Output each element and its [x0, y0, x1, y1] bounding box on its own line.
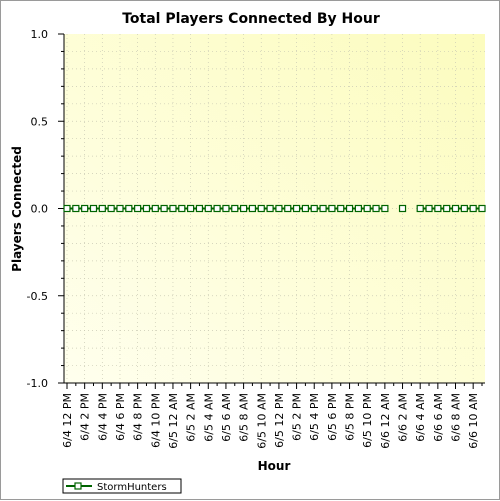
data-point-marker — [337, 204, 345, 213]
data-point-marker — [266, 204, 274, 213]
x-tick-label: 6/6 2 AM — [397, 393, 410, 442]
x-tick-label: 6/5 10 PM — [361, 393, 374, 448]
x-tick-label: 6/5 6 PM — [326, 393, 339, 441]
x-tick-label: 6/6 4 AM — [414, 393, 427, 442]
x-tick-label: 6/6 8 AM — [450, 393, 463, 442]
data-point-marker — [319, 204, 327, 213]
data-point-marker — [292, 204, 301, 213]
data-point-marker — [195, 204, 204, 213]
data-point-marker — [222, 204, 230, 213]
y-tick-label: -0.5 — [27, 290, 48, 303]
data-point-marker — [178, 204, 186, 213]
y-axis-title: Players Connected — [10, 146, 24, 272]
x-tick-label: 6/4 2 PM — [79, 393, 92, 441]
x-tick-label: 6/6 10 AM — [467, 393, 480, 449]
data-point-marker — [381, 204, 389, 213]
x-tick-label: 6/5 4 PM — [308, 393, 321, 441]
chart-title: Total Players Connected By Hour — [122, 11, 380, 27]
data-point-marker — [354, 204, 362, 213]
data-point-marker — [328, 204, 336, 213]
data-point-marker — [107, 204, 115, 213]
data-point-marker — [363, 204, 371, 213]
x-tick-label: 6/4 8 PM — [132, 393, 145, 441]
x-axis-title: Hour — [258, 459, 291, 473]
data-point-marker — [416, 204, 424, 213]
data-point-marker — [134, 204, 142, 213]
data-point-marker — [231, 204, 239, 213]
x-tick-label: 6/5 12 PM — [273, 393, 286, 448]
x-tick-label: 6/4 10 PM — [149, 393, 162, 448]
x-tick-label: 6/5 2 PM — [291, 393, 304, 441]
x-tick-label: 6/5 2 AM — [185, 393, 198, 442]
data-point-marker — [213, 204, 221, 213]
data-point-marker — [63, 204, 71, 213]
x-tick-label: 6/6 12 AM — [379, 393, 392, 449]
y-tick-label: 0.5 — [31, 115, 49, 128]
data-point-marker — [204, 204, 212, 213]
data-point-marker — [425, 204, 433, 213]
x-tick-label: 6/4 12 PM — [61, 393, 74, 448]
y-tick-label: -1.0 — [27, 377, 48, 390]
data-point-marker — [398, 204, 407, 213]
data-point-marker — [239, 204, 248, 213]
data-point-marker — [98, 204, 106, 213]
data-point-marker — [187, 204, 195, 213]
data-point-marker — [81, 204, 89, 213]
data-point-marker — [72, 204, 80, 213]
x-tick-label: 6/5 4 AM — [202, 393, 215, 442]
y-tick-label: 1.0 — [31, 28, 49, 41]
x-tick-label: 6/5 12 AM — [167, 393, 180, 449]
data-point-marker — [169, 204, 177, 213]
data-point-marker — [372, 204, 380, 213]
data-point-marker — [460, 204, 468, 213]
data-point-marker — [275, 204, 283, 213]
legend: StormHunters — [62, 478, 182, 494]
data-point-marker — [248, 204, 257, 213]
x-tick-label: 6/5 8 AM — [238, 393, 251, 442]
data-point-marker — [284, 204, 292, 213]
data-point-marker — [478, 204, 486, 213]
data-point-marker — [469, 204, 477, 213]
legend-series-marker — [74, 482, 82, 490]
data-point-marker — [125, 204, 133, 213]
data-point-marker — [257, 204, 265, 213]
x-tick-label: 6/5 6 AM — [220, 393, 233, 442]
x-tick-label: 6/5 10 AM — [255, 393, 268, 449]
data-point-marker — [89, 204, 98, 213]
data-point-marker — [151, 204, 159, 213]
x-tick-label: 6/4 4 PM — [96, 393, 109, 441]
data-point-marker — [116, 204, 124, 213]
legend-label: StormHunters — [97, 482, 167, 493]
data-point-marker — [160, 204, 168, 213]
x-tick-label: 6/4 6 PM — [114, 393, 127, 441]
y-tick-label: 0.0 — [31, 203, 49, 216]
data-point-marker — [142, 204, 151, 213]
data-point-marker — [451, 204, 460, 213]
data-point-marker — [345, 204, 354, 213]
data-point-marker — [443, 204, 451, 213]
legend-box — [62, 478, 182, 494]
data-point-marker — [301, 204, 310, 213]
x-tick-label: 6/6 6 AM — [432, 393, 445, 442]
x-tick-label: 6/5 8 PM — [344, 393, 357, 441]
data-point-marker — [434, 204, 442, 213]
data-point-marker — [310, 204, 318, 213]
